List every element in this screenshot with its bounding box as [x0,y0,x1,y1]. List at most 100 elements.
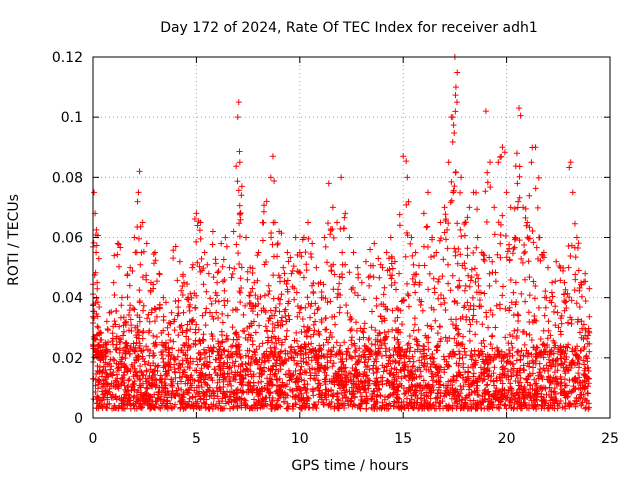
data-point [274,253,281,260]
data-point [185,296,192,303]
data-point-peak [139,219,146,226]
data-point [187,326,194,333]
data-point [516,386,523,393]
data-point [165,344,172,351]
data-point [405,405,412,412]
data-point-peak [226,264,233,271]
data-point [350,401,357,408]
data-point [137,384,144,391]
data-point [535,174,542,181]
data-point [393,369,400,376]
data-point [451,183,458,190]
data-point [110,356,117,363]
data-point [320,399,327,406]
data-point [575,240,582,247]
data-point [329,363,336,370]
data-point [185,336,192,343]
data-point [410,390,417,397]
data-point [279,360,286,367]
data-point [536,369,543,376]
data-point [235,343,242,350]
data-point [201,361,208,368]
data-point [435,342,442,349]
data-point-peak [93,249,100,256]
data-point [531,295,538,302]
data-point [318,394,325,401]
data-point [99,405,106,412]
data-point [275,272,282,279]
data-point [130,373,137,380]
data-point [481,405,488,412]
data-point [197,340,204,347]
data-point [474,206,481,213]
data-point [131,348,138,355]
data-point [551,388,558,395]
data-point [345,402,352,409]
data-point [258,402,265,409]
data-point [475,353,482,360]
data-point [168,404,175,411]
data-point-peak [243,234,250,241]
data-point [544,335,551,342]
data-point [545,356,552,363]
data-point [469,364,476,371]
data-point [435,276,442,283]
data-point [449,272,456,279]
data-point [156,305,163,312]
data-point [535,372,542,379]
data-point [417,301,424,308]
data-point [427,355,434,362]
data-point [149,398,156,405]
data-point [152,257,159,264]
data-point [391,279,398,286]
data-point [215,363,222,370]
data-point [267,371,274,378]
data-point [200,346,207,353]
data-point [542,288,549,295]
data-point [466,337,473,344]
data-point [103,318,110,325]
data-point [136,375,143,382]
data-point [231,362,238,369]
data-point [149,369,156,376]
data-point [457,383,464,390]
data-point [393,384,400,391]
data-point [203,288,210,295]
data-point [452,92,459,99]
data-point [341,225,348,232]
data-point [447,199,454,206]
data-point [564,344,571,351]
data-point [398,375,405,382]
data-point [476,352,483,359]
data-point [424,322,431,329]
data-point [350,380,357,387]
data-point [463,314,470,321]
data-point [412,382,419,389]
data-point [545,373,552,380]
data-point-peak [466,204,473,211]
data-point [445,389,452,396]
data-point [178,400,185,407]
data-point [565,341,572,348]
data-point [125,377,132,384]
data-point [121,382,128,389]
data-point [215,315,222,322]
data-point [213,292,220,299]
data-point-peak [152,249,159,256]
data-point [386,400,393,407]
data-point [169,345,176,352]
data-point [322,326,329,333]
data-point [161,404,168,411]
data-point [437,291,444,298]
data-point [422,332,429,339]
data-point [252,303,259,310]
data-point [524,234,531,241]
data-point [290,405,297,412]
data-point [371,388,378,395]
data-point [424,223,431,230]
data-point [199,312,206,319]
data-point [228,274,235,281]
data-point [509,344,516,351]
data-point [206,393,213,400]
data-point [282,347,289,354]
